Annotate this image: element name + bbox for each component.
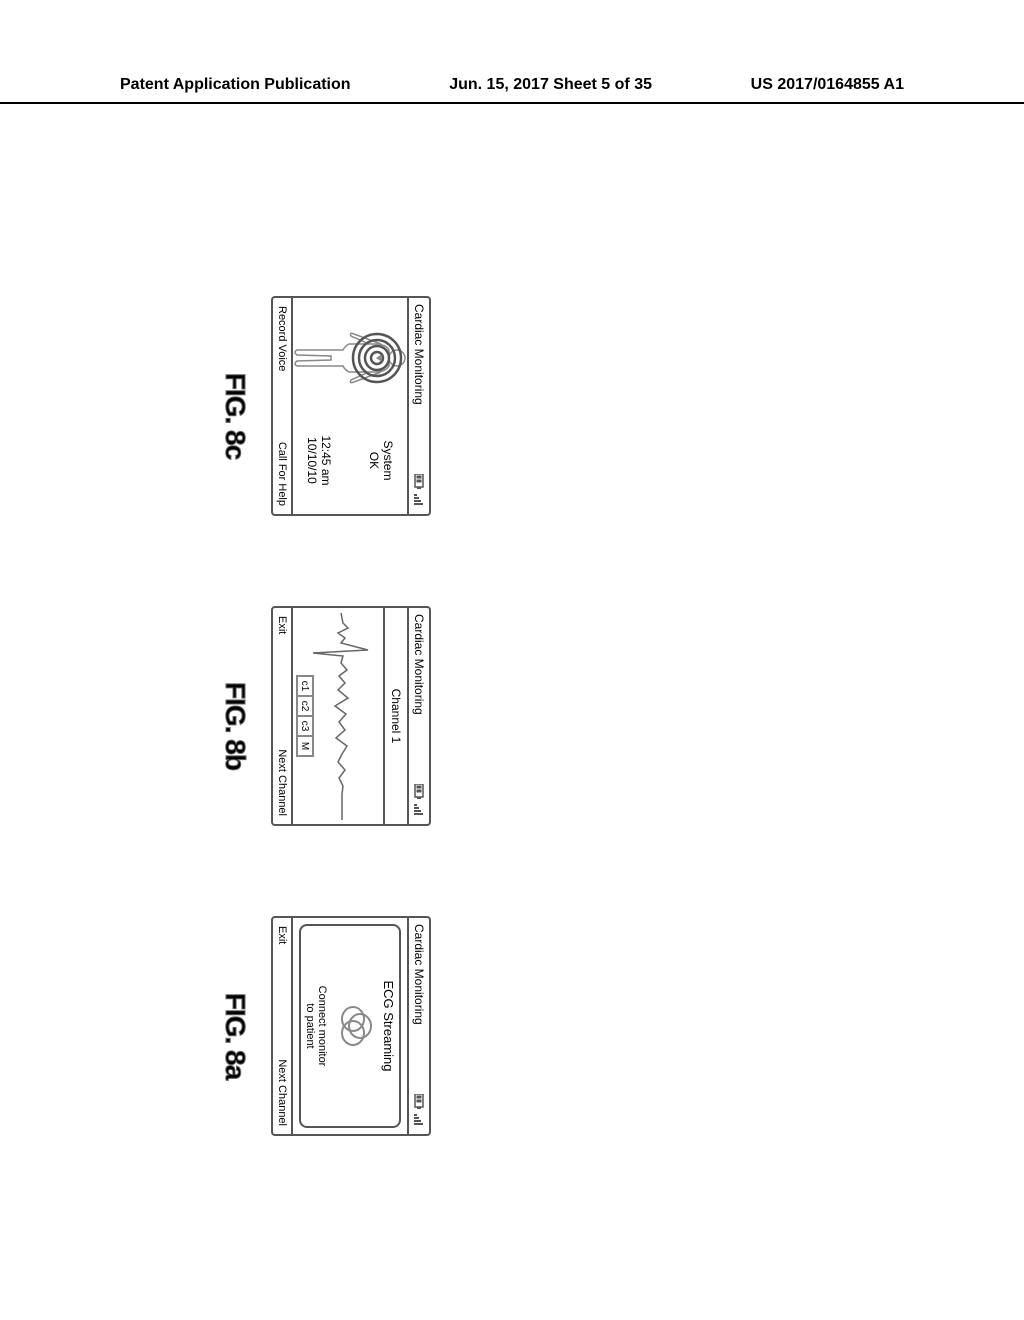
- phone-body: ECG Streaming Connect monitor to patient: [293, 918, 407, 1134]
- status-icons: [414, 474, 424, 508]
- signal-icon: [414, 1114, 424, 1128]
- phone-bottombar: Record Voice Call For Help: [273, 298, 293, 514]
- battery-icon: [414, 1094, 424, 1110]
- panel-msg: Connect monitor to patient: [304, 986, 328, 1067]
- header-center: Jun. 15, 2017 Sheet 5 of 35: [449, 76, 652, 94]
- phone-bottombar: Exit Next Channel: [273, 608, 293, 824]
- page-header: Patent Application Publication Jun. 15, …: [0, 76, 1024, 104]
- phone-titlebar: Cardiac Monitoring: [407, 608, 429, 824]
- date-label: 10/10/10: [305, 435, 319, 485]
- status-icons: [414, 1094, 424, 1128]
- phone-bottombar: Exit Next Channel: [273, 918, 293, 1134]
- next-channel-button[interactable]: Next Channel: [276, 749, 288, 816]
- figure-label: FIG. 8c: [219, 296, 251, 536]
- channel-c1[interactable]: c1: [296, 675, 314, 697]
- channel-selector[interactable]: c1 c2 c3 M: [296, 675, 314, 757]
- app-title: Cardiac Monitoring: [412, 614, 426, 715]
- app-title: Cardiac Monitoring: [412, 924, 426, 1025]
- signal-icon: [414, 494, 424, 508]
- next-channel-button[interactable]: Next Channel: [276, 1059, 288, 1126]
- phone-titlebar: Cardiac Monitoring: [407, 918, 429, 1134]
- phone-8b: Cardiac Monitoring Channel 1 c1 c2 c3 M: [271, 606, 431, 826]
- figure-label: FIG. 8a: [219, 916, 251, 1156]
- phone-body: Channel 1 c1 c2 c3 M: [293, 608, 407, 824]
- phone-titlebar: Cardiac Monitoring: [407, 298, 429, 514]
- channel-label: Channel 1: [389, 689, 403, 744]
- figure-8b: Cardiac Monitoring Channel 1 c1 c2 c3 M: [219, 606, 431, 846]
- ecg-waveform: [303, 608, 383, 824]
- figure-8a: Cardiac Monitoring ECG Streaming Connect…: [219, 916, 431, 1156]
- header-left: Patent Application Publication: [120, 76, 351, 94]
- phone-8a: Cardiac Monitoring ECG Streaming Connect…: [271, 916, 431, 1136]
- phone-8c: Cardiac Monitoring: [271, 296, 431, 516]
- body-figure: [297, 302, 403, 414]
- call-for-help-button[interactable]: Call For Help: [276, 442, 288, 506]
- record-voice-button[interactable]: Record Voice: [276, 306, 288, 371]
- figure-8c: Cardiac Monitoring: [219, 296, 431, 536]
- exit-button[interactable]: Exit: [276, 926, 288, 944]
- signal-icon: [414, 804, 424, 818]
- app-title: Cardiac Monitoring: [412, 304, 426, 405]
- system-status-line2: OK: [367, 440, 381, 480]
- spinner-icon: [335, 1001, 375, 1051]
- status-column: System OK 12:45 am 10/10/10: [297, 413, 403, 508]
- panel-title: ECG Streaming: [381, 980, 396, 1071]
- ecg-panel: ECG Streaming Connect monitor to patient: [299, 924, 401, 1128]
- system-status-line1: System: [381, 440, 395, 480]
- battery-icon: [414, 474, 424, 490]
- channel-m[interactable]: M: [296, 735, 314, 757]
- channel-c3[interactable]: c3: [296, 715, 314, 737]
- figure-label: FIG. 8b: [219, 606, 251, 846]
- exit-button[interactable]: Exit: [276, 616, 288, 634]
- status-icons: [414, 784, 424, 818]
- header-right: US 2017/0164855 A1: [751, 76, 904, 94]
- time-label: 12:45 am: [319, 435, 333, 485]
- channel-c2[interactable]: c2: [296, 695, 314, 717]
- battery-icon: [414, 784, 424, 800]
- phone-body: System OK 12:45 am 10/10/10: [293, 298, 407, 514]
- human-body-icon: [291, 308, 409, 408]
- channel-header: Channel 1: [383, 608, 403, 824]
